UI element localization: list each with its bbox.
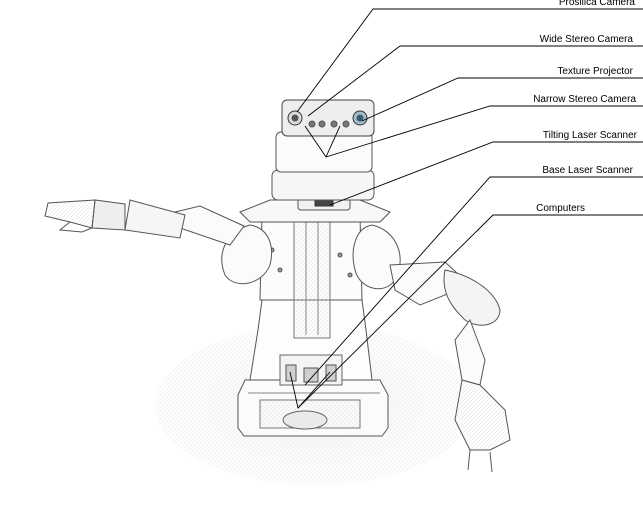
- leader-lines: [289, 8, 643, 409]
- label-tilting-laser-scanner: Tilting Laser Scanner: [542, 130, 637, 141]
- leader-tilting-laser-scanner: [329, 141, 643, 206]
- label-base-laser-scanner: Base Laser Scanner: [542, 165, 633, 176]
- leader-wide-stereo-camera: [307, 45, 643, 117]
- leader-texture-projector: [361, 77, 643, 122]
- robot-base: [237, 379, 389, 437]
- left-arm: [44, 199, 273, 285]
- leader-computers: [289, 214, 643, 409]
- right-arm: [352, 224, 511, 473]
- robot-body: [249, 299, 373, 386]
- robot-head: [271, 99, 375, 201]
- leader-prosilica-camera: [296, 8, 643, 113]
- label-prosilica-camera: Prosilica Camera: [558, 0, 635, 8]
- label-computers: Computers: [536, 203, 585, 214]
- label-wide-stereo-camera: Wide Stereo Camera: [539, 34, 633, 45]
- leader-narrow-stereo-camera-branch: [325, 125, 341, 158]
- leader-base-laser-scanner: [304, 176, 643, 386]
- label-texture-projector: Texture Projector: [557, 66, 633, 77]
- leader-computers-branch: [297, 371, 331, 409]
- leader-narrow-stereo-camera: [304, 105, 643, 158]
- label-narrow-stereo-camera: Narrow Stereo Camera: [533, 94, 636, 105]
